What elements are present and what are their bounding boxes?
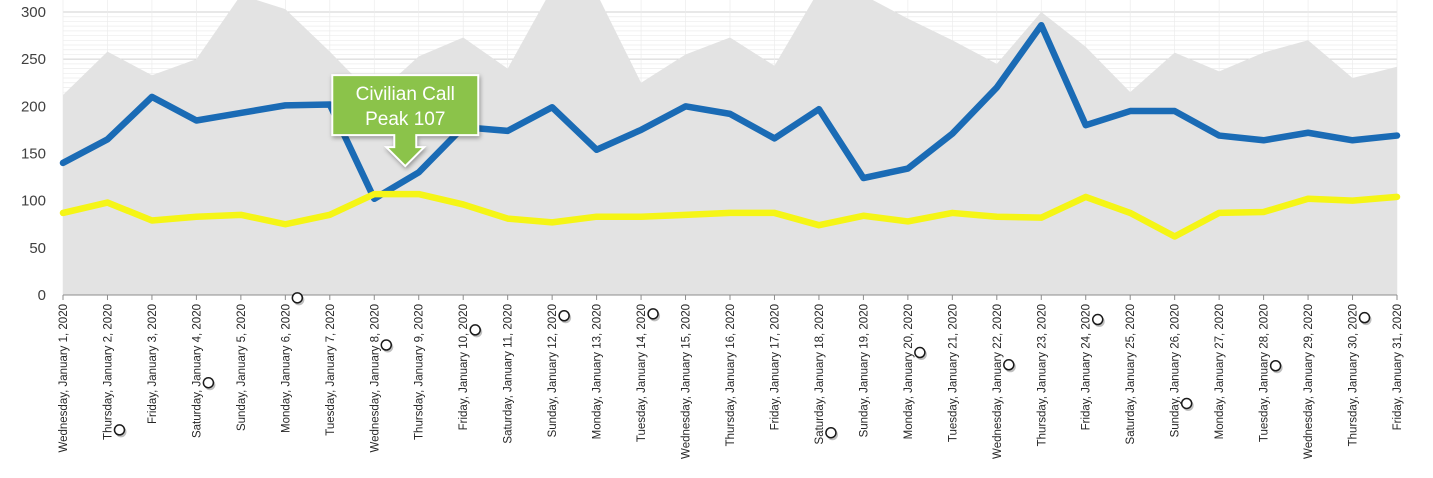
y-tick-label: 300 bbox=[21, 4, 46, 21]
line-series-civilian-call bbox=[59, 190, 1401, 240]
x-tick-label: Sunday, January 12, 2020 bbox=[547, 304, 559, 437]
x-tick-label: Wednesday, January 8, 2020 bbox=[369, 304, 381, 453]
marker-point bbox=[202, 376, 215, 389]
area-series-total bbox=[63, 0, 1397, 295]
x-tick-label: Monday, January 6, 2020 bbox=[280, 304, 292, 433]
callout-annotation: Civilian Call Peak 107 bbox=[331, 74, 480, 168]
callout-label-line1: Civilian Call bbox=[356, 84, 455, 105]
x-tick-label: Sunday, January 19, 2020 bbox=[858, 304, 870, 437]
callout-label-line2: Peak 107 bbox=[365, 109, 445, 130]
marker-point bbox=[291, 292, 304, 304]
marker-point bbox=[914, 346, 926, 359]
x-tick-label: Monday, January 20, 2020 bbox=[903, 304, 915, 439]
area-series bbox=[63, 0, 1397, 295]
x-tick-label: Wednesday, January 22, 2020 bbox=[992, 304, 1004, 459]
y-tick-label: 200 bbox=[21, 98, 46, 115]
marker-point bbox=[825, 426, 837, 439]
x-tick-label: Friday, January 24, 2020 bbox=[1081, 304, 1093, 430]
scatter-markers bbox=[113, 292, 1372, 441]
y-tick-label: 50 bbox=[29, 240, 46, 257]
x-tick-label: Tuesday, January 28, 2020 bbox=[1259, 304, 1271, 442]
y-axis-ticks: 0 50 100 150 200 250 300 bbox=[21, 4, 46, 304]
marker-point bbox=[1091, 313, 1104, 326]
x-tick-label: Wednesday, January 15, 2020 bbox=[681, 304, 693, 459]
marker-point bbox=[1180, 397, 1193, 410]
x-tick-label: Wednesday, January 1, 2020 bbox=[58, 304, 70, 453]
x-tick-label: Wednesday, January 29, 2020 bbox=[1303, 304, 1315, 459]
axes bbox=[62, 294, 1398, 300]
marker-point bbox=[1003, 359, 1015, 371]
x-tick-label: Thursday, January 23, 2020 bbox=[1036, 304, 1048, 446]
marker-point bbox=[558, 310, 570, 322]
x-tick-label: Monday, January 27, 2020 bbox=[1214, 304, 1226, 439]
x-tick-label: Friday, January 3, 2020 bbox=[147, 304, 159, 424]
x-tick-label: Friday, January 17, 2020 bbox=[769, 304, 781, 430]
x-tick-label: Saturday, January 18, 2020 bbox=[814, 304, 826, 444]
x-tick-label: Thursday, January 9, 2020 bbox=[414, 304, 426, 440]
x-tick-label: Thursday, January 30, 2020 bbox=[1348, 304, 1360, 446]
x-tick-label: Friday, January 10, 2020 bbox=[458, 304, 470, 430]
x-tick-label: Saturday, January 25, 2020 bbox=[1125, 304, 1137, 444]
marker-point bbox=[380, 339, 393, 351]
marker-point bbox=[113, 424, 126, 436]
y-tick-label: 100 bbox=[21, 193, 46, 210]
y-tick-label: 150 bbox=[21, 146, 46, 163]
x-tick-label: Friday, January 31, 2020 bbox=[1392, 304, 1404, 430]
callout-box bbox=[331, 74, 480, 168]
x-tick-label: Thursday, January 16, 2020 bbox=[725, 304, 737, 446]
line-series bbox=[59, 21, 1401, 240]
x-tick-label: Sunday, January 26, 2020 bbox=[1170, 304, 1182, 437]
marker-point bbox=[469, 324, 481, 336]
x-axis-ticks: Wednesday, January 1, 2020 Thursday, Janu… bbox=[58, 304, 1404, 459]
x-tick-label: Sunday, January 5, 2020 bbox=[236, 304, 248, 431]
marker-point bbox=[1358, 311, 1371, 324]
x-tick-label: Saturday, January 11, 2020 bbox=[503, 304, 515, 444]
y-tick-label: 250 bbox=[21, 51, 46, 68]
marker-point bbox=[647, 308, 659, 320]
marker-point bbox=[1269, 360, 1282, 372]
x-tick-label: Monday, January 13, 2020 bbox=[592, 304, 604, 439]
line-series-blue bbox=[59, 21, 1401, 203]
x-tick-label: Tuesday, January 7, 2020 bbox=[325, 304, 337, 436]
x-tick-label: Saturday, January 4, 2020 bbox=[191, 304, 203, 438]
y-tick-label: 0 bbox=[38, 287, 46, 304]
x-tick-label: Tuesday, January 21, 2020 bbox=[947, 304, 959, 442]
x-tick-label: Tuesday, January 14, 2020 bbox=[636, 304, 648, 442]
x-tick-label: Thursday, January 2, 2020 bbox=[102, 304, 114, 440]
